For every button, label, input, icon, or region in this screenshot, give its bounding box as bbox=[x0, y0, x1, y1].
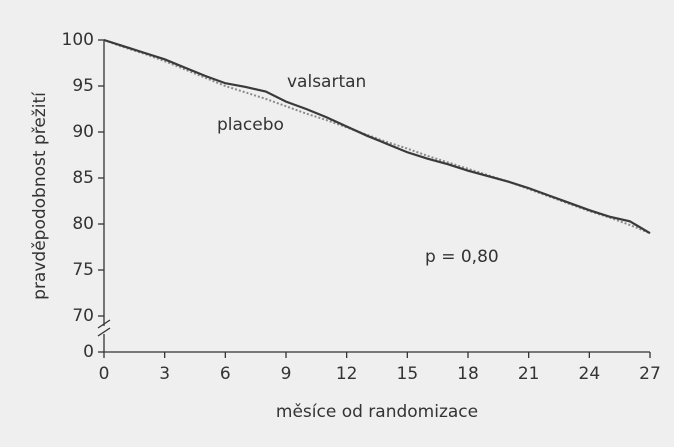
x-tick-label: 3 bbox=[159, 364, 170, 384]
x-tick-label: 0 bbox=[99, 364, 110, 384]
x-tick-label: 18 bbox=[457, 364, 479, 384]
axis-break bbox=[97, 327, 111, 337]
series-label: placebo bbox=[217, 115, 284, 135]
y-tick-label: 100 bbox=[62, 30, 94, 50]
axis-break bbox=[97, 319, 111, 329]
x-tick-label: 9 bbox=[281, 364, 292, 384]
survival-line bbox=[103, 38, 651, 235]
survival-line bbox=[103, 39, 651, 235]
x-tick-label: 24 bbox=[579, 364, 601, 384]
annotation: p = 0,80 bbox=[425, 247, 499, 267]
x-axis-title: měsíce od randomizace bbox=[276, 402, 478, 422]
y-tick-label: 75 bbox=[72, 260, 94, 280]
y-tick-label: 70 bbox=[72, 306, 94, 326]
y-tick-label: 90 bbox=[72, 122, 94, 142]
x-tick-label: 27 bbox=[639, 364, 661, 384]
y-tick-label: 80 bbox=[72, 214, 94, 234]
x-tick-label: 12 bbox=[336, 364, 358, 384]
y-tick-label: 95 bbox=[72, 76, 94, 96]
x-tick-label: 6 bbox=[220, 364, 231, 384]
y-axis-title: pravděpodobnost přežití bbox=[30, 91, 50, 300]
y-tick-label: 0 bbox=[83, 342, 94, 362]
series-label: valsartan bbox=[287, 72, 366, 92]
y-tick-label: 85 bbox=[72, 168, 94, 188]
x-tick-label: 15 bbox=[397, 364, 419, 384]
x-tick-label: 21 bbox=[518, 364, 540, 384]
